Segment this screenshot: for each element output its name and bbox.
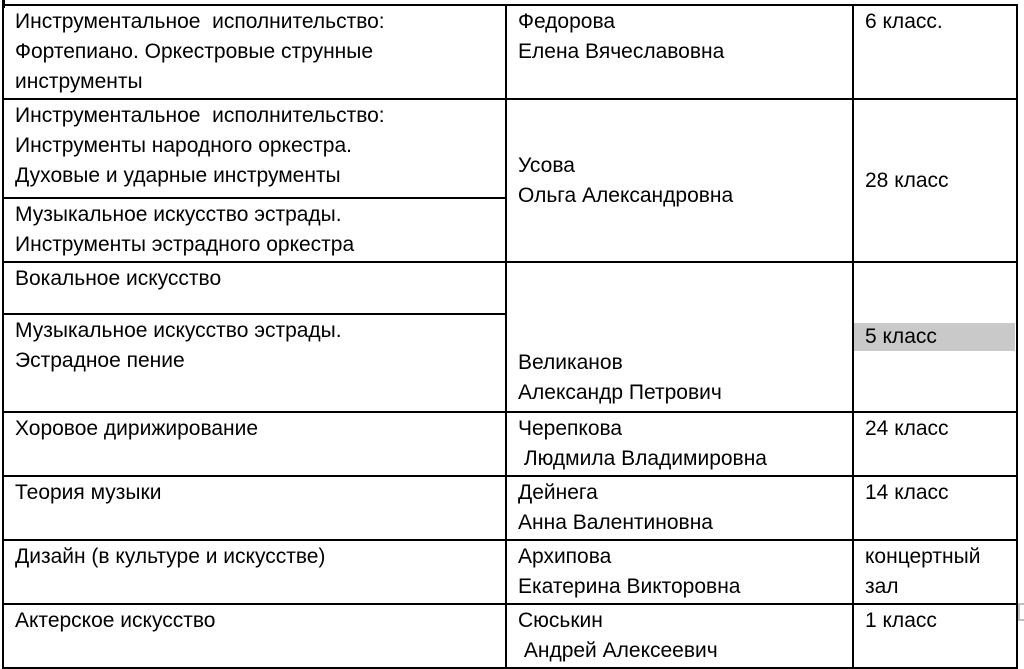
subject-cell: Дизайн (в культуре и искусстве) xyxy=(2,539,507,605)
table-row: Музыкальное искусство эстрады. Инструмен… xyxy=(2,197,1017,263)
room-cell: концертный зал xyxy=(852,539,1018,605)
table-row: Актерское искусство Сюськин Андрей Алекс… xyxy=(2,603,1018,669)
teacher-cell: Архипова Екатерина Викторовна xyxy=(505,539,854,605)
subject-cell: Теория музыки xyxy=(2,475,507,541)
table-left-border-stub xyxy=(2,0,5,8)
teacher-cell: Дейнега Анна Валентиновна xyxy=(505,475,854,541)
teacher-cell: Усова Ольга Александровна xyxy=(505,98,854,263)
room-highlight: 5 класс xyxy=(855,323,1015,351)
table-row: Музыкальное искусство эстрады. Эстрадное… xyxy=(2,313,1017,413)
table-resize-handle xyxy=(1018,603,1024,621)
table-row: Теория музыки Дейнега Анна Валентиновна … xyxy=(2,475,1018,541)
subject-cell: Музыкальное искусство эстрады. Эстрадное… xyxy=(2,313,507,413)
teacher-cell: Черепкова Людмила Владимировна xyxy=(505,411,854,477)
table-row: Хоровое дирижирование Черепкова Людмила … xyxy=(2,411,1018,477)
teacher-cell: Федорова Елена Вячеславовна xyxy=(505,4,854,100)
room-cell: 28 класс xyxy=(852,98,1018,263)
teacher-cell: Сюськин Андрей Алексеевич xyxy=(505,603,854,669)
subject-cell: Инструментальное исполнительство: Инстру… xyxy=(2,98,507,199)
teacher-cell: Великанов Александр Петрович xyxy=(505,261,854,413)
subject-cell: Инструментальное исполнительство: Фортеп… xyxy=(2,4,507,100)
table-row: Инструментальное исполнительство: Фортеп… xyxy=(2,4,1018,100)
room-cell: 5 класс xyxy=(852,261,1018,413)
room-cell: 14 класс xyxy=(852,475,1018,541)
table-row: Инструментальное исполнительство: Инстру… xyxy=(2,98,1018,263)
table-row: Дизайн (в культуре и искусстве) Архипова… xyxy=(2,539,1018,605)
schedule-table: Инструментальное исполнительство: Фортеп… xyxy=(2,4,1018,669)
table-row: Вокальное искусство Великанов Александр … xyxy=(2,260,1018,413)
room-cell: 6 класс. xyxy=(852,4,1018,100)
subject-cell: Актерское искусство xyxy=(2,603,507,669)
subject-cell: Вокальное искусство xyxy=(2,260,507,316)
room-cell: 1 класс xyxy=(852,603,1018,669)
subject-cell: Музыкальное искусство эстрады. Инструмен… xyxy=(2,197,507,263)
subject-cell: Хоровое дирижирование xyxy=(2,411,507,477)
room-cell: 24 класс xyxy=(852,411,1018,477)
